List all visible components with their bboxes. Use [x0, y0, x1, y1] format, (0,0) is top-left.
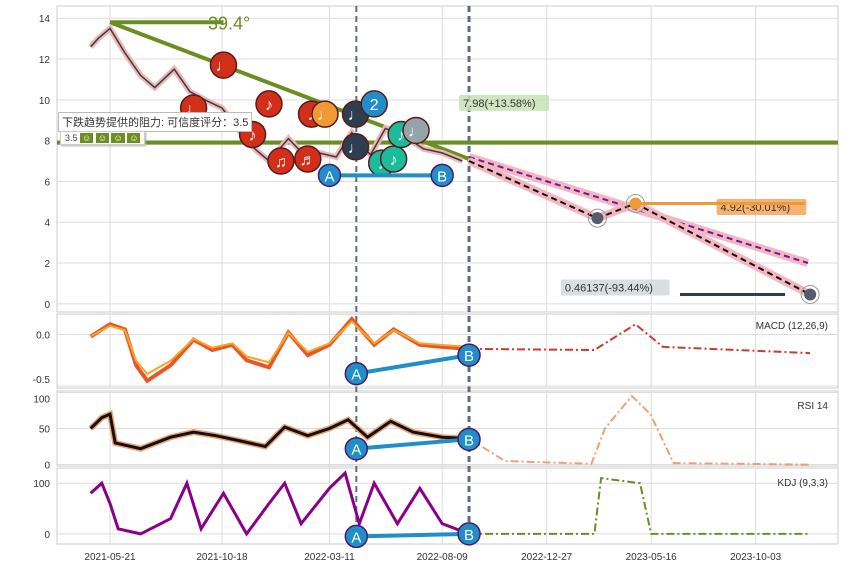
ab-marker-label: A: [351, 529, 361, 546]
ab-marker-label: B: [464, 432, 474, 449]
ab-marker-a: [344, 524, 369, 549]
annotation-label: 0.46137(-93.44%): [565, 283, 653, 295]
y-tick-label: -0.5: [33, 375, 51, 386]
angle-label: 39.4°: [208, 13, 250, 33]
rating-value: 3.5: [65, 133, 78, 143]
ab-marker-a: [344, 361, 369, 386]
y-tick-label: 0: [44, 300, 50, 311]
projection-point: [804, 288, 817, 301]
ab-marker-label: B: [437, 168, 447, 185]
x-tick-label: 2022-12-27: [521, 552, 573, 563]
note-marker-glyph: ♩: [215, 58, 231, 75]
ab-marker-a: [317, 163, 342, 188]
x-tick-label: 2021-05-21: [84, 552, 136, 563]
x-tick-label: 2023-10-03: [730, 552, 782, 563]
ab-marker-a: [344, 436, 369, 461]
ab-marker-label: A: [351, 442, 361, 459]
note-marker: [402, 116, 430, 145]
note-marker-glyph: ♫: [275, 154, 287, 171]
x-tick-label: 2022-03-11: [304, 552, 355, 563]
y-tick-label: 0.0: [36, 331, 50, 342]
ab-marker-label: A: [324, 168, 334, 185]
annotation-box: [560, 279, 670, 296]
ab-marker-label: B: [464, 348, 474, 365]
projection-line: [468, 160, 811, 296]
note-marker: [360, 90, 388, 118]
projection-ring: [800, 284, 820, 304]
y-tick-label: 4: [44, 218, 50, 229]
y-tick-label: 10: [39, 96, 51, 107]
ab-line: [355, 353, 470, 376]
ab-line: [356, 437, 470, 451]
ab-line: [356, 531, 470, 539]
note-marker: [294, 145, 322, 173]
note-marker-glyph: ♩: [317, 107, 333, 124]
y-tick-label: 8: [44, 137, 50, 148]
rsi-line: [89, 411, 470, 451]
channel-line: [468, 156, 809, 264]
y-tick-label: 2: [44, 259, 50, 270]
y-tick-label: 100: [33, 479, 50, 490]
note-marker: [311, 100, 339, 128]
kdj-line: [89, 470, 470, 537]
note-marker-glyph: ♬: [300, 152, 316, 169]
rating-stars-icon: ☺: [111, 133, 125, 143]
note-marker: [341, 133, 370, 161]
note-marker-glyph: ♪: [265, 97, 273, 114]
rsi-projection-line: [468, 394, 811, 466]
macd-signal-line: [90, 320, 470, 376]
y-tick-label: 100: [33, 394, 50, 405]
panel-macd: [56, 313, 839, 389]
x-tick-label: 2021-10-18: [196, 552, 248, 563]
y-tick-label: 50: [39, 425, 51, 436]
note-marker: [255, 90, 283, 118]
ab-marker-b: [457, 427, 481, 452]
panel-main: [56, 5, 839, 313]
note-marker-glyph: ♪: [397, 128, 405, 145]
annotation-label: 7.98(+13.58%): [463, 98, 535, 110]
rating-stars-icon: ☺: [127, 133, 141, 143]
projection-point: [591, 212, 604, 225]
y-tick-label: 6: [44, 177, 50, 188]
note-marker-glyph: ♪: [390, 152, 398, 169]
rating-badge: 3.5 ☺ ☺ ☺ ☺: [60, 131, 146, 145]
rating-stars-icon: ☺: [95, 133, 109, 143]
x-tick-label: 2023-05-16: [626, 552, 678, 563]
note-marker: [267, 147, 295, 175]
ab-marker-b: [430, 163, 454, 188]
ab-marker-label: A: [351, 367, 361, 384]
y-tick-label: 12: [39, 55, 51, 66]
y-tick-label: 0: [44, 530, 50, 541]
macd-label: MACD (12,26,9): [756, 321, 828, 332]
projection-point: [629, 197, 642, 210]
note-marker-glyph: ♪: [249, 128, 257, 145]
y-tick-label: 14: [39, 14, 51, 25]
note-marker: [209, 51, 238, 79]
rating-stars-icon: ☺: [80, 133, 94, 143]
rsi-label: RSI 14: [797, 401, 828, 412]
tooltip: 下跌趋势提供的阻力: 可信度评分：3.5: [58, 112, 253, 132]
note-marker-glyph: ♩: [348, 107, 364, 124]
kdj-label: KDJ (9,3,3): [777, 478, 828, 489]
annotation-box: [459, 94, 549, 111]
y-tick-label: 0: [44, 461, 50, 472]
ab-marker-b: [457, 343, 481, 367]
x-tick-label: 2022-08-09: [417, 552, 469, 563]
kdj-projection-line: [469, 476, 811, 535]
note-marker-glyph: ♩: [408, 123, 424, 140]
macd-projection-line: [468, 323, 811, 355]
note-marker-glyph: 2: [370, 97, 379, 114]
note-marker-glyph: ♩: [348, 140, 364, 157]
ab-marker-b: [457, 522, 481, 546]
ab-marker-label: B: [464, 527, 474, 544]
projection-ring: [587, 208, 607, 228]
